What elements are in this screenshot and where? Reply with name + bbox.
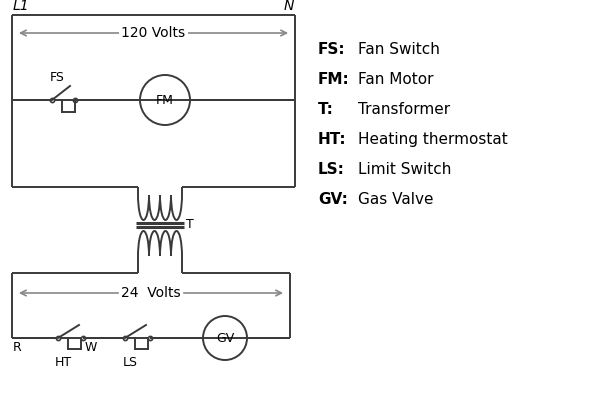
Text: FS:: FS: bbox=[318, 42, 346, 57]
Text: HT: HT bbox=[54, 356, 71, 369]
Text: N: N bbox=[284, 0, 294, 13]
Text: Gas Valve: Gas Valve bbox=[358, 192, 434, 207]
Text: HT:: HT: bbox=[318, 132, 347, 147]
Text: 24  Volts: 24 Volts bbox=[121, 286, 181, 300]
Text: LS:: LS: bbox=[318, 162, 345, 177]
Text: LS: LS bbox=[123, 356, 137, 369]
Text: Fan Switch: Fan Switch bbox=[358, 42, 440, 57]
Text: GV:: GV: bbox=[318, 192, 348, 207]
Text: 120 Volts: 120 Volts bbox=[122, 26, 186, 40]
Text: T: T bbox=[186, 218, 194, 232]
Text: FM: FM bbox=[156, 94, 174, 106]
Text: Fan Motor: Fan Motor bbox=[358, 72, 434, 87]
Text: FS: FS bbox=[50, 71, 65, 84]
Text: W: W bbox=[85, 341, 97, 354]
Text: R: R bbox=[13, 341, 22, 354]
Text: GV: GV bbox=[216, 332, 234, 344]
Text: Transformer: Transformer bbox=[358, 102, 450, 117]
Text: T:: T: bbox=[318, 102, 334, 117]
Text: Heating thermostat: Heating thermostat bbox=[358, 132, 508, 147]
Text: Limit Switch: Limit Switch bbox=[358, 162, 451, 177]
Text: FM:: FM: bbox=[318, 72, 350, 87]
Text: L1: L1 bbox=[13, 0, 30, 13]
